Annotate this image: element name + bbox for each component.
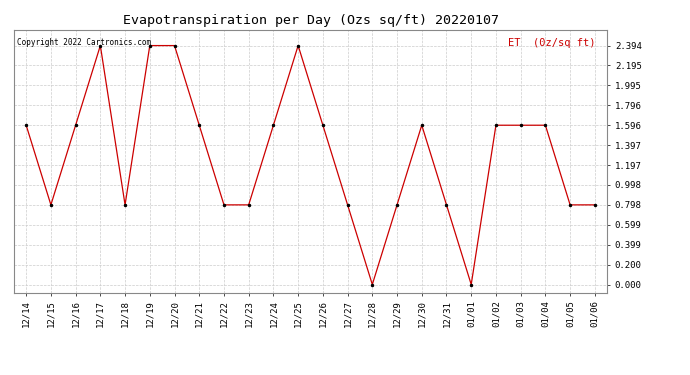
- Text: ET  (0z/sq ft): ET (0z/sq ft): [508, 38, 595, 48]
- Text: Copyright 2022 Cartronics.com: Copyright 2022 Cartronics.com: [17, 38, 151, 47]
- Title: Evapotranspiration per Day (Ozs sq/ft) 20220107: Evapotranspiration per Day (Ozs sq/ft) 2…: [123, 15, 498, 27]
